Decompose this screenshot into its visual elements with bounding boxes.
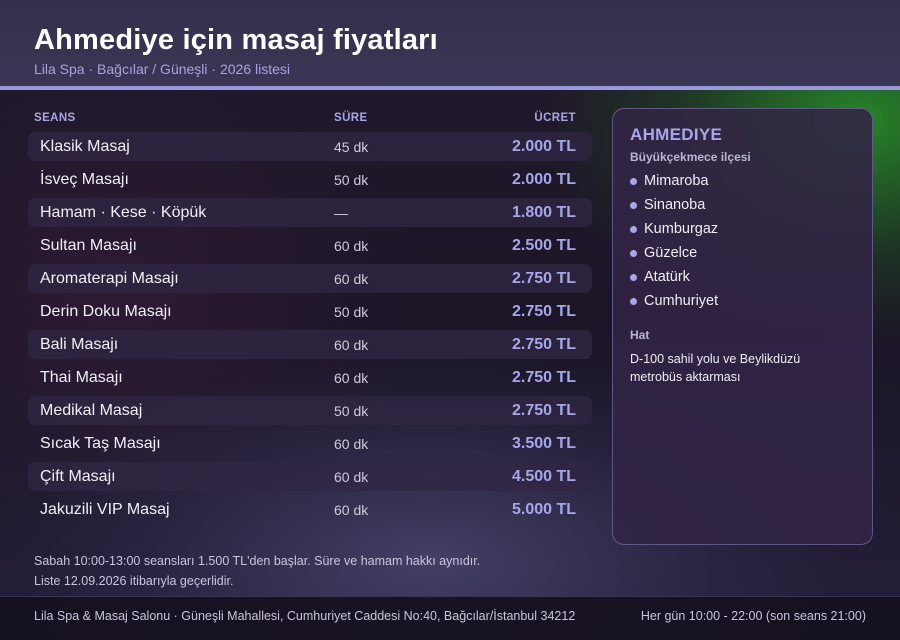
service-duration: 60 dk: [334, 469, 369, 485]
service-duration: —: [334, 205, 348, 221]
service-duration: 60 dk: [334, 271, 369, 287]
bullet-icon: [630, 178, 637, 185]
note-line: Liste 12.09.2026 itibarıyla geçerlidir.: [34, 574, 234, 588]
column-header-seans: SEANS: [34, 112, 76, 124]
district-panel: AHMEDIYE Büyükçekmece ilçesi Mimaroba Sin…: [612, 108, 873, 545]
page-footer: Lila Spa & Masaj Salonu · Güneşli Mahall…: [0, 596, 900, 640]
service-duration: 60 dk: [334, 337, 369, 353]
table-row: Sultan Masajı 60 dk 2.500 TL: [28, 231, 592, 260]
footer-address: Lila Spa & Masaj Salonu · Güneşli Mahall…: [34, 609, 576, 623]
service-name: Hamam · Kese · Köpük: [40, 204, 207, 221]
service-name: Bali Masajı: [40, 336, 119, 353]
bullet-icon: [630, 274, 637, 281]
service-name: Aromaterapi Masajı: [40, 270, 179, 287]
service-duration: 60 dk: [334, 238, 369, 254]
table-row: Jakuzili VIP Masaj 60 dk 5.000 TL: [28, 495, 592, 524]
service-price: 5.000 TL: [511, 501, 576, 518]
service-duration: 60 dk: [334, 436, 369, 452]
neighborhood-item: Cumhuriyet: [630, 292, 855, 316]
neighborhood-label: Kumburgaz: [644, 221, 719, 237]
table-row: Çift Masajı 60 dk 4.500 TL: [28, 462, 592, 491]
service-name: Medikal Masaj: [40, 402, 143, 419]
footer-hours: Her gün 10:00 - 22:00 (son seans 21:00): [640, 609, 866, 623]
page-title: Ahmediye için masaj fiyatları: [34, 24, 438, 56]
table-body: Klasik Masaj 45 dk 2.000 TL İsveç Masajı 50 …: [28, 132, 592, 524]
service-price: 2.000 TL: [511, 171, 576, 188]
table-row: Klasik Masaj 45 dk 2.000 TL: [28, 132, 592, 161]
service-price: 2.750 TL: [511, 402, 576, 419]
service-name: Jakuzili VIP Masaj: [40, 501, 170, 518]
service-name: Derin Doku Masajı: [40, 303, 172, 320]
hat-text: D-100 sahil yolu ve Beylikdüzü metrobüs …: [630, 352, 801, 384]
service-duration: 60 dk: [334, 502, 369, 518]
note-line: Sabah 10:00-13:00 seansları 1.500 TL'den…: [34, 554, 481, 568]
panel-title: AHMEDIYE: [630, 125, 723, 144]
service-duration: 50 dk: [334, 403, 369, 419]
service-duration: 50 dk: [334, 304, 369, 320]
service-duration: 45 dk: [334, 139, 369, 155]
table-header: SEANS SÜRE ÜCRET: [28, 110, 592, 132]
neighborhood-label: Sinanoba: [644, 197, 706, 213]
service-price: 2.000 TL: [511, 138, 576, 155]
neighborhood-item: Atatürk: [630, 268, 855, 292]
service-price: 2.750 TL: [511, 270, 576, 287]
neighborhood-label: Güzelce: [644, 245, 698, 261]
neighborhood-item: Mimaroba: [630, 172, 855, 196]
column-header-sure: SÜRE: [334, 112, 368, 124]
table-row: İsveç Masajı 50 dk 2.000 TL: [28, 165, 592, 194]
service-price: 2.750 TL: [511, 336, 576, 353]
panel-subtitle: Büyükçekmece ilçesi: [630, 150, 751, 164]
bullet-icon: [630, 298, 637, 305]
bullet-icon: [630, 226, 637, 233]
neighborhood-item: Güzelce: [630, 244, 855, 268]
price-notes: Sabah 10:00-13:00 seansları 1.500 TL'den…: [34, 551, 480, 591]
service-price: 1.800 TL: [511, 204, 576, 221]
price-table: SEANS SÜRE ÜCRET Klasik Masaj 45 dk 2.000 …: [28, 110, 592, 528]
service-name: Sıcak Taş Masajı: [40, 435, 161, 452]
service-price: 3.500 TL: [511, 435, 576, 452]
table-row: Hamam · Kese · Köpük — 1.800 TL: [28, 198, 592, 227]
page-subtitle: Lila Spa · Bağcılar / Güneşli · 2026 lis…: [34, 61, 291, 77]
hat-label: Hat: [630, 328, 650, 342]
column-header-ucret: ÜCRET: [534, 112, 576, 124]
neighborhood-item: Sinanoba: [630, 196, 855, 220]
service-price: 4.500 TL: [511, 468, 576, 485]
table-row: Thai Masajı 60 dk 2.750 TL: [28, 363, 592, 392]
neighborhood-list: Mimaroba Sinanoba Kumburgaz Güzelce Atatürk C…: [630, 172, 855, 316]
table-row: Medikal Masaj 50 dk 2.750 TL: [28, 396, 592, 425]
service-name: İsveç Masajı: [40, 171, 129, 188]
service-price: 2.750 TL: [511, 303, 576, 320]
table-row: Aromaterapi Masajı 60 dk 2.750 TL: [28, 264, 592, 293]
neighborhood-label: Mimaroba: [644, 173, 709, 189]
service-name: Çift Masajı: [40, 468, 116, 485]
service-name: Klasik Masaj: [40, 138, 130, 155]
bullet-icon: [630, 202, 637, 209]
neighborhood-label: Cumhuriyet: [644, 293, 719, 309]
service-duration: 50 dk: [334, 172, 369, 188]
page-header: Ahmediye için masaj fiyatları Lila Spa ·…: [0, 0, 900, 90]
service-price: 2.500 TL: [511, 237, 576, 254]
neighborhood-item: Kumburgaz: [630, 220, 855, 244]
table-row: Derin Doku Masajı 50 dk 2.750 TL: [28, 297, 592, 326]
table-row: Bali Masajı 60 dk 2.750 TL: [28, 330, 592, 359]
service-duration: 60 dk: [334, 370, 369, 386]
service-name: Thai Masajı: [40, 369, 123, 386]
service-price: 2.750 TL: [511, 369, 576, 386]
bullet-icon: [630, 250, 637, 257]
neighborhood-label: Atatürk: [644, 269, 690, 285]
table-row: Sıcak Taş Masajı 60 dk 3.500 TL: [28, 429, 592, 458]
service-name: Sultan Masajı: [40, 237, 137, 254]
